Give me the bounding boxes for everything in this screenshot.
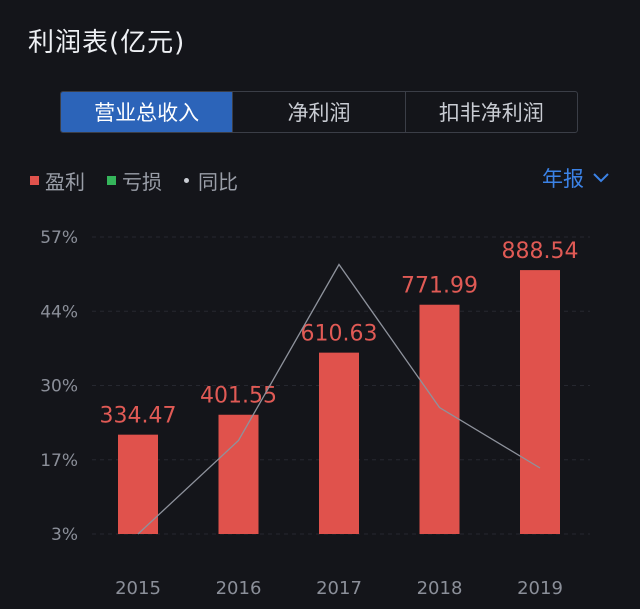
data-label: 888.54 — [502, 239, 579, 264]
legend-item-loss: 亏损 — [107, 166, 162, 195]
y-tick-label: 3% — [51, 525, 78, 545]
legend-item-profit: 盈利 — [30, 166, 85, 195]
data-label: 334.47 — [100, 404, 177, 429]
data-label: 771.99 — [401, 274, 478, 299]
yoy-line — [137, 263, 541, 535]
data-label: 401.55 — [200, 384, 277, 409]
y-tick-label: 57% — [40, 228, 78, 248]
bar — [319, 352, 359, 534]
x-tick-label: 2017 — [316, 578, 362, 599]
legend-item-yoy: 同比 — [184, 166, 238, 195]
bar — [520, 270, 560, 534]
bar — [118, 434, 158, 534]
metric-tabs: 营业总收入 净利润 扣非净利润 — [60, 91, 578, 133]
chart-legend: 盈利 亏损 同比 — [30, 166, 260, 195]
chevron-down-icon — [593, 173, 609, 183]
legend-label-profit: 盈利 — [45, 170, 85, 194]
tab-deducted-net-profit[interactable]: 扣非净利润 — [404, 92, 577, 132]
profit-swatch-icon — [30, 176, 39, 185]
period-selector[interactable]: 年报 — [542, 163, 610, 193]
page-title: 利润表(亿元) — [28, 28, 186, 58]
x-tick-label: 2015 — [115, 578, 161, 599]
loss-swatch-icon — [107, 176, 116, 185]
x-tick-label: 2019 — [517, 578, 563, 599]
legend-label-loss: 亏损 — [122, 170, 162, 194]
x-tick-label: 2018 — [417, 578, 463, 599]
tab-total-revenue[interactable]: 营业总收入 — [61, 92, 233, 132]
yoy-dot-icon — [184, 178, 189, 183]
bar — [218, 414, 259, 534]
tab-net-profit[interactable]: 净利润 — [232, 92, 404, 132]
bar — [419, 304, 460, 534]
y-tick-label: 30% — [40, 377, 78, 397]
y-tick-label: 44% — [40, 302, 78, 322]
y-tick-label: 17% — [40, 451, 78, 471]
data-label: 610.63 — [301, 322, 378, 347]
x-tick-label: 2016 — [216, 578, 262, 599]
legend-label-yoy: 同比 — [198, 170, 238, 194]
period-label: 年报 — [542, 167, 584, 191]
